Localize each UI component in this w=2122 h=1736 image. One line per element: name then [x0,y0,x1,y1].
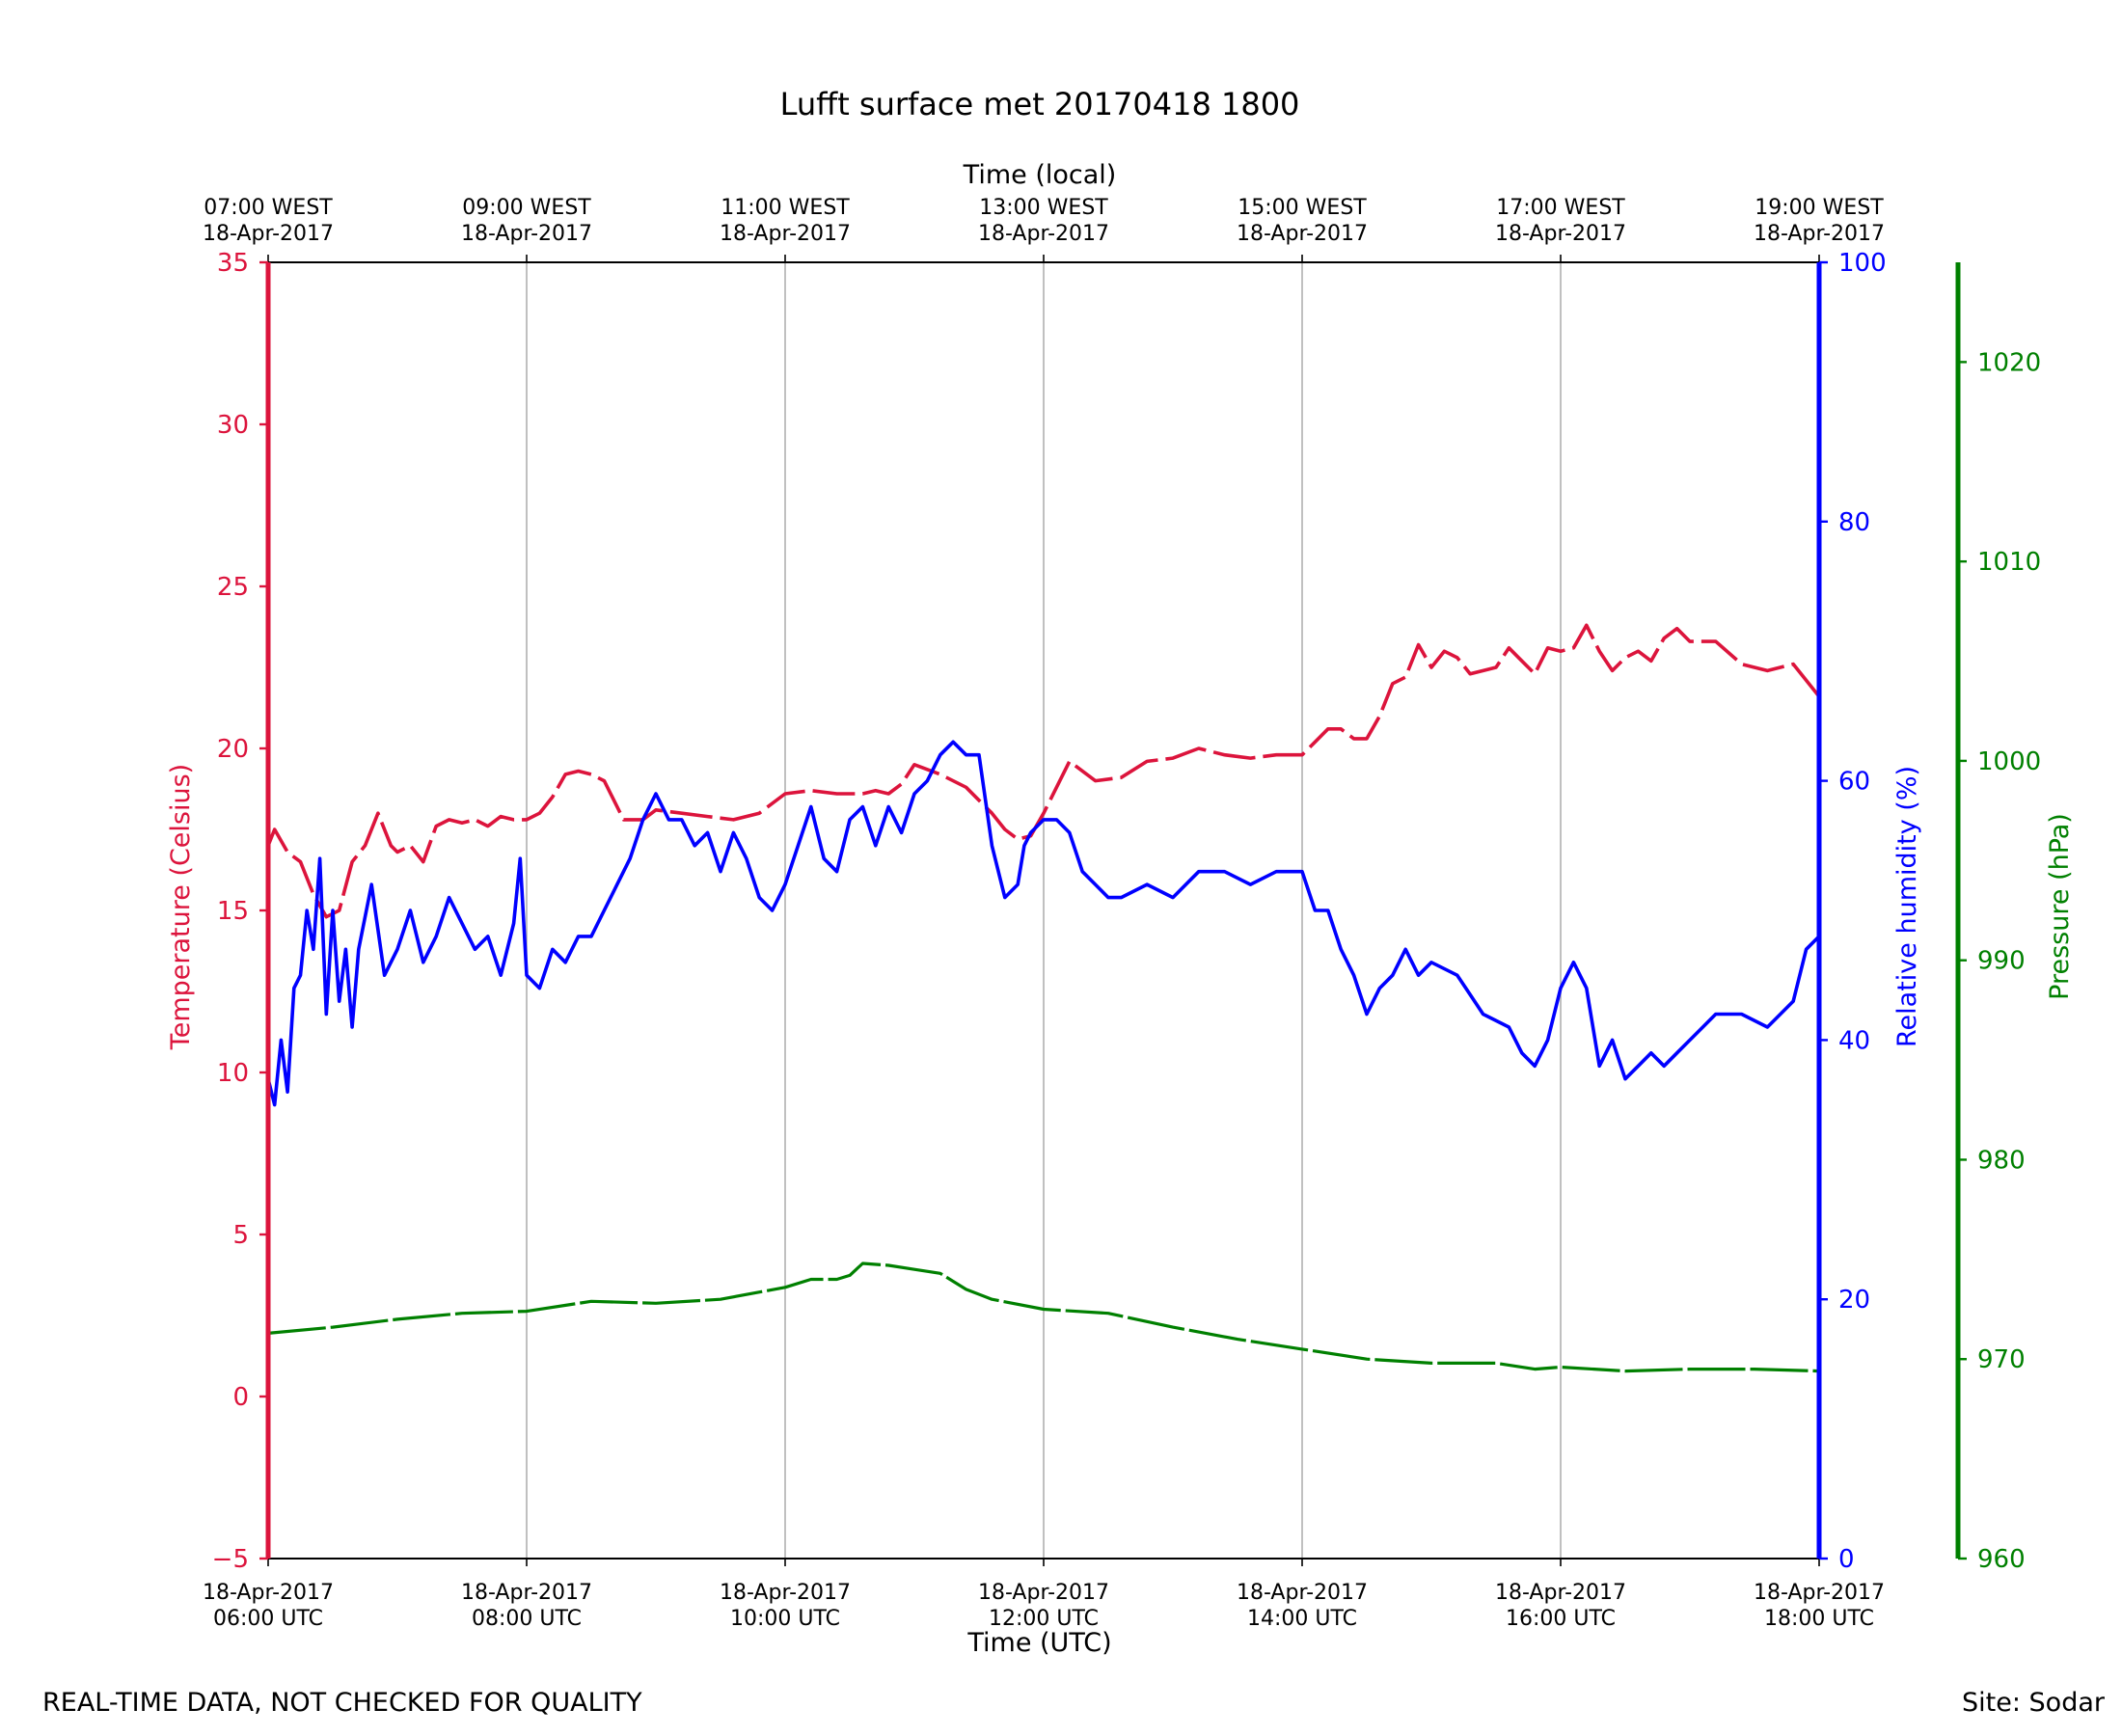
x2-tick-label: 17:00 WEST 18-Apr-2017 [1495,196,1626,246]
x-tick-label-line: 06:00 UTC [213,1607,323,1631]
temperature-axis-label: Temperature (Celsius) [166,764,196,1050]
x2-tick-label-line: 18-Apr-2017 [203,222,334,246]
x-tick-label: 18-Apr-2017 16:00 UTC [1495,1581,1626,1631]
x2-tick-label-line: 19:00 WEST [1755,196,1884,220]
humidity-tick-label: 40 [1838,1026,1870,1055]
x2-tick-label-line: 18-Apr-2017 [461,222,592,246]
pressure-tick-label: 1000 [1977,747,2041,776]
x2-tick-label: 13:00 WEST 18-Apr-2017 [978,196,1109,246]
x2-tick-label-line: 09:00 WEST [462,196,591,220]
humidity-axis-label: Relative humidity (%) [1892,766,1922,1047]
x2-tick-label: 11:00 WEST 18-Apr-2017 [720,196,851,246]
pressure-tick-label: 1020 [1977,348,2041,377]
pressure-tick-label: 970 [1977,1345,2026,1374]
pressure-tick-label: 990 [1977,947,2026,976]
x-tick-label: 18-Apr-2017 18:00 UTC [1754,1581,1885,1631]
x2-tick-label: 15:00 WEST 18-Apr-2017 [1237,196,1368,246]
x2-tick-label-line: 11:00 WEST [721,196,850,220]
temperature-tick-label: 25 [217,573,249,602]
pressure-tick-label: 1010 [1977,548,2041,577]
x2-tick-label: 07:00 WEST 18-Apr-2017 [203,196,334,246]
x-tick-label-line: 18-Apr-2017 [461,1581,592,1605]
x-tick-label-line: 18-Apr-2017 [978,1581,1109,1605]
x-tick-label-line: 18-Apr-2017 [1237,1581,1368,1605]
utc-time-axis-label: Time (UTC) [966,1628,1111,1658]
temperature-tick-label: 0 [232,1383,249,1412]
x-tick-label-line: 18-Apr-2017 [1754,1581,1885,1605]
pressure-series-line [267,1261,1820,1373]
x-tick-label-line: 12:00 UTC [989,1607,1099,1631]
site-label: Site: Sodar [1962,1688,2105,1718]
x2-tick-label-line: 18-Apr-2017 [1495,222,1626,246]
x2-tick-label-line: 13:00 WEST [979,196,1108,220]
x-tick-label-line: 16:00 UTC [1506,1607,1616,1631]
temperature-tick-label: 5 [232,1221,249,1250]
pressure-tick-label: 980 [1977,1146,2026,1175]
pressure-tick-label: 960 [1977,1545,2026,1574]
x-tick-label-line: 10:00 UTC [730,1607,840,1631]
temperature-tick-label: 15 [217,897,249,926]
temperature-tick-label: 20 [217,735,249,764]
humidity-tick-label: 80 [1838,508,1870,537]
x2-tick-label-line: 17:00 WEST [1496,196,1625,220]
x-tick-label-line: 18-Apr-2017 [720,1581,851,1605]
humidity-tick-label: 60 [1838,768,1870,797]
humidity-series-line [266,740,1821,1107]
x-tick-label: 18-Apr-2017 12:00 UTC [978,1581,1109,1631]
pressure-axis-label: Pressure (hPa) [2045,813,2075,1000]
local-time-axis-label: Time (local) [963,160,1117,190]
humidity-tick-label: 0 [1838,1545,1855,1574]
humidity-tick-label: 100 [1838,249,1887,278]
x-tick-label-line: 08:00 UTC [472,1607,582,1631]
temperature-tick-label: −5 [212,1545,249,1574]
temperature-tick-label: 35 [217,249,249,278]
temperature-tick-label: 30 [217,411,249,440]
x2-tick-label-line: 18-Apr-2017 [978,222,1109,246]
x-tick-label-line: 18-Apr-2017 [203,1581,334,1605]
quality-disclaimer: REAL-TIME DATA, NOT CHECKED FOR QUALITY [42,1688,642,1718]
temperature-series-line [266,623,1821,919]
x2-tick-label-line: 18-Apr-2017 [1237,222,1368,246]
x-tick-label-line: 14:00 UTC [1247,1607,1357,1631]
x-tick-label: 18-Apr-2017 14:00 UTC [1237,1581,1368,1631]
x2-tick-label-line: 18-Apr-2017 [720,222,851,246]
temperature-tick-label: 10 [217,1059,249,1088]
x-tick-label-line: 18-Apr-2017 [1495,1581,1626,1605]
x2-tick-label-line: 07:00 WEST [204,196,333,220]
chart-title: Lufft surface met 20170418 1800 [780,86,1300,122]
x2-tick-label: 09:00 WEST 18-Apr-2017 [461,196,592,246]
x-tick-label-line: 18:00 UTC [1764,1607,1874,1631]
x2-tick-label-line: 15:00 WEST [1238,196,1367,220]
x2-tick-label-line: 18-Apr-2017 [1754,222,1885,246]
x-tick-label: 18-Apr-2017 06:00 UTC [203,1581,334,1631]
x2-tick-label: 19:00 WEST 18-Apr-2017 [1754,196,1885,246]
x-tick-label: 18-Apr-2017 10:00 UTC [720,1581,851,1631]
x-tick-label: 18-Apr-2017 08:00 UTC [461,1581,592,1631]
humidity-tick-label: 20 [1838,1286,1870,1315]
